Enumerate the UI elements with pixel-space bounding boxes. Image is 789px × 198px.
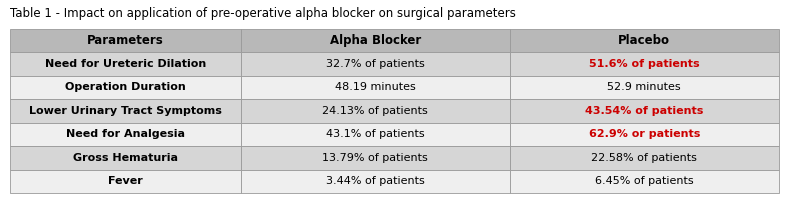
Text: Parameters: Parameters: [87, 34, 164, 47]
Bar: [241, 76, 510, 99]
Text: 52.9 minutes: 52.9 minutes: [608, 82, 681, 92]
Text: Table 1 - Impact on application of pre-operative alpha blocker on surgical param: Table 1 - Impact on application of pre-o…: [10, 7, 516, 20]
Bar: [510, 76, 779, 99]
Bar: [241, 99, 510, 123]
Bar: [510, 169, 779, 193]
Bar: [10, 146, 241, 169]
Bar: [10, 123, 241, 146]
Bar: [510, 123, 779, 146]
Text: Lower Urinary Tract Symptoms: Lower Urinary Tract Symptoms: [29, 106, 222, 116]
Bar: [10, 52, 241, 76]
Bar: [241, 146, 510, 169]
Text: 3.44% of patients: 3.44% of patients: [326, 176, 424, 186]
Text: Gross Hematuria: Gross Hematuria: [73, 153, 178, 163]
Bar: [10, 169, 241, 193]
Bar: [241, 29, 510, 52]
Text: Operation Duration: Operation Duration: [65, 82, 186, 92]
Text: 6.45% of patients: 6.45% of patients: [595, 176, 694, 186]
Bar: [510, 99, 779, 123]
Bar: [241, 169, 510, 193]
Text: Fever: Fever: [108, 176, 143, 186]
Text: 51.6% of patients: 51.6% of patients: [589, 59, 700, 69]
Text: Alpha Blocker: Alpha Blocker: [330, 34, 421, 47]
Bar: [10, 29, 241, 52]
Text: 32.7% of patients: 32.7% of patients: [326, 59, 424, 69]
Text: Need for Ureteric Dilation: Need for Ureteric Dilation: [45, 59, 206, 69]
Text: Placebo: Placebo: [619, 34, 671, 47]
Text: 13.79% of patients: 13.79% of patients: [323, 153, 428, 163]
Text: Need for Analgesia: Need for Analgesia: [66, 129, 185, 139]
Text: 43.54% of patients: 43.54% of patients: [585, 106, 704, 116]
Bar: [510, 146, 779, 169]
Text: 62.9% or patients: 62.9% or patients: [589, 129, 700, 139]
Text: 48.19 minutes: 48.19 minutes: [335, 82, 416, 92]
Bar: [10, 99, 241, 123]
Bar: [10, 76, 241, 99]
Bar: [510, 29, 779, 52]
Bar: [241, 52, 510, 76]
Text: 43.1% of patients: 43.1% of patients: [326, 129, 424, 139]
Bar: [241, 123, 510, 146]
Text: 22.58% of patients: 22.58% of patients: [591, 153, 697, 163]
Bar: [510, 52, 779, 76]
Text: 24.13% of patients: 24.13% of patients: [323, 106, 428, 116]
